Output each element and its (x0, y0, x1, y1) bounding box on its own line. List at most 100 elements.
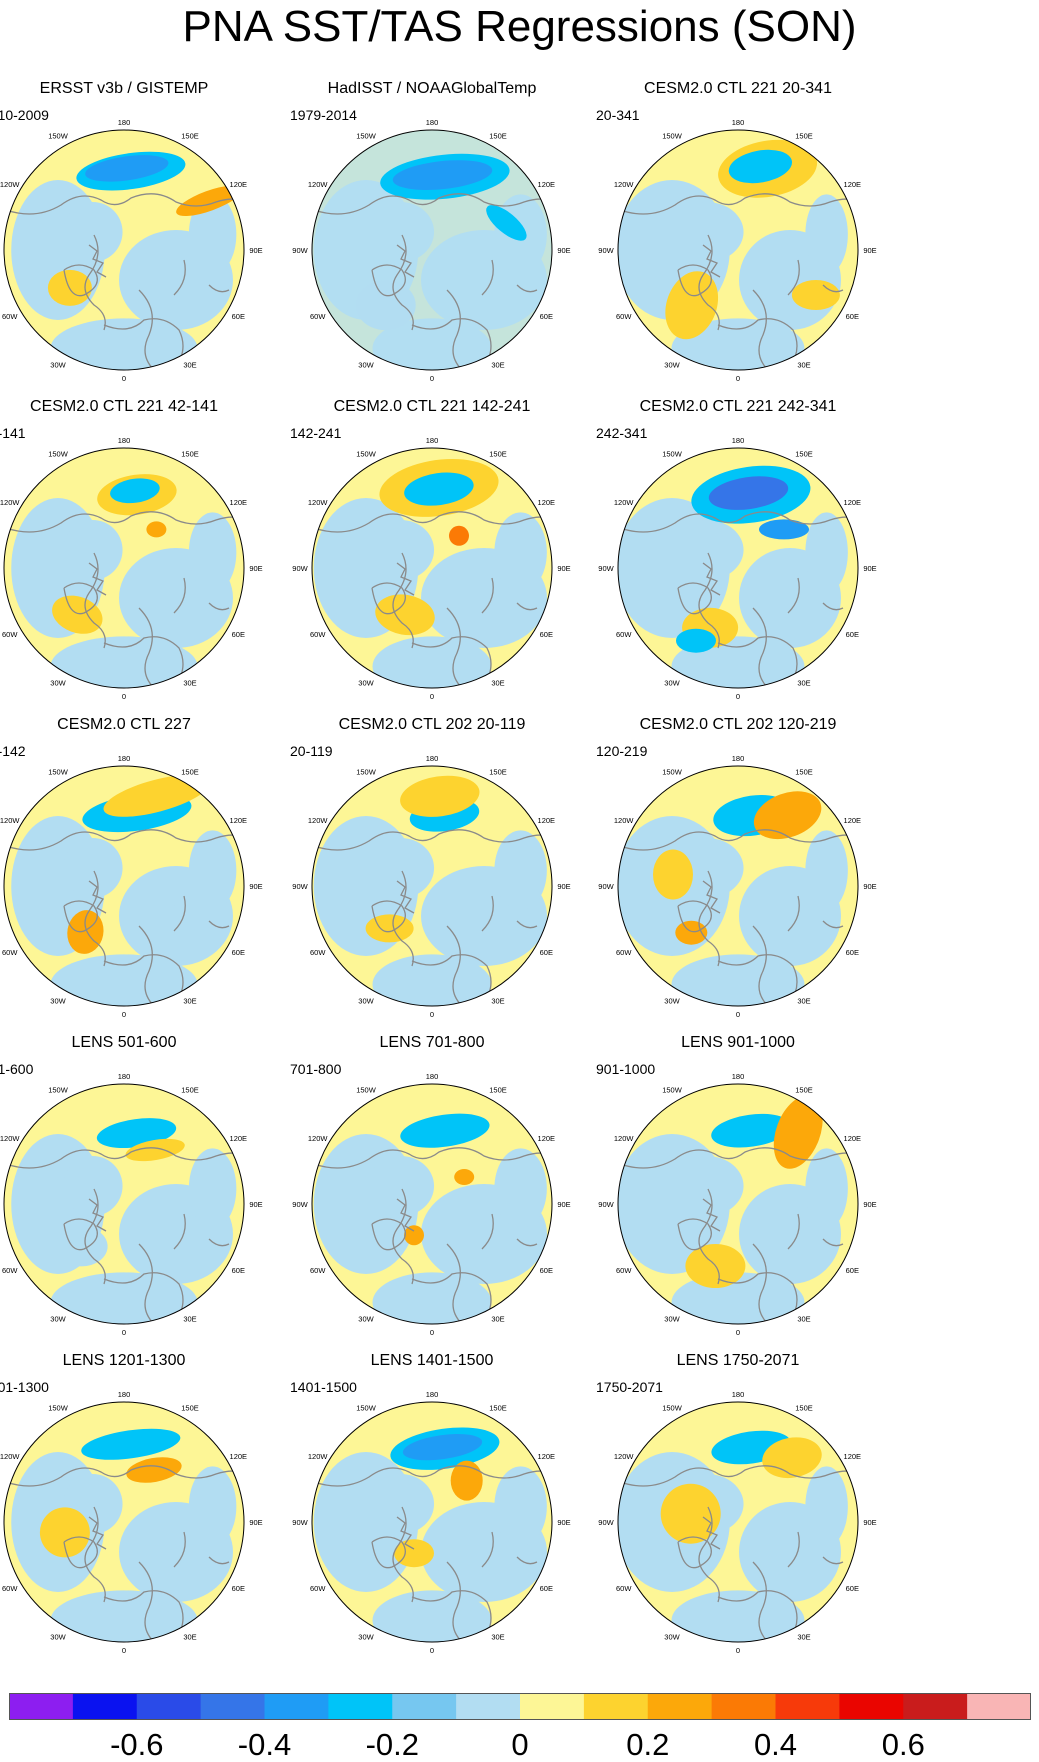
coastline (698, 1188, 720, 1285)
longitude-label: 0 (430, 374, 434, 383)
anomaly-region (670, 1156, 744, 1216)
longitude-label: 150E (489, 132, 507, 141)
map-panel: LENS 701-800 180 150E 120E 90E 60E 30E 0 30W 60W 9… (282, 1034, 582, 1344)
colorbar-swatch (583, 1693, 649, 1720)
polar-map: 180 150E 120E 90E 60E 30E 0 30W 60W 90W 120W 150W (0, 436, 263, 701)
longitude-label: 150W (662, 450, 683, 459)
map-panel: CESM2.0 CTL 221 142-241 180 150E 120E 90E 60E… (282, 398, 582, 708)
coastline (677, 264, 712, 297)
panel-period: 1910-2009 (0, 107, 49, 123)
panel-title: CESM2.0 CTL 221 20-341 (644, 80, 832, 97)
anomaly-region (671, 318, 805, 370)
panel-title: CESM2.0 CTL 202 120-219 (639, 716, 837, 733)
map-panel: LENS 1750-2071 180 150E 120E 90E 60E 30E 0 30W 60… (588, 1352, 888, 1662)
longitude-label: 60E (540, 1584, 553, 1593)
longitude-label: 30W (664, 360, 680, 369)
longitude-label: 90W (598, 246, 614, 255)
longitude-label: 180 (426, 118, 439, 127)
coastline (396, 1198, 415, 1232)
coastline (619, 1465, 858, 1511)
map-panel: CESM2.0 CTL 227 180 150E 120E 90E 60E 30E 0 30W 6… (0, 716, 274, 1026)
longitude-label: 180 (426, 436, 439, 445)
anomaly-region (63, 1156, 123, 1216)
coastline (5, 511, 244, 557)
longitude-label: 60W (310, 312, 326, 321)
longitude-label: 150W (356, 132, 377, 141)
longitude-label: 150W (662, 1404, 683, 1413)
coastline (371, 900, 406, 933)
polar-map: 180 150E 120E 90E 60E 30E 0 30W 60W 90W 120W 150W (292, 754, 570, 1019)
longitude-label: 0 (122, 692, 126, 701)
anomaly-region (675, 920, 708, 945)
polar-map: 180 150E 120E 90E 60E 30E 0 30W 60W 90W 120W 150W (598, 1390, 876, 1655)
coastline (88, 562, 107, 596)
longitude-label: 90W (292, 1200, 308, 1209)
longitude-label: 30E (183, 996, 196, 1005)
colorbar-tick-label: -0.6 (110, 1727, 164, 1762)
panel-period: 501-600 (0, 1061, 34, 1077)
coastline (822, 602, 844, 611)
coastlines (5, 829, 244, 1006)
panel-period: 1750-2071 (596, 1379, 663, 1395)
coastline (717, 318, 798, 370)
map-panel: CESM2.0 CTL 221 242-341 180 150E 120E 90E 60E… (588, 398, 888, 708)
coastline (396, 562, 415, 596)
longitude-label: 120E (230, 816, 248, 825)
longitude-label: 60E (540, 948, 553, 957)
anomaly-region (372, 954, 492, 1006)
panel-period: 1979-2014 (290, 107, 357, 123)
longitude-label: 30E (797, 360, 810, 369)
longitude-label: 120E (844, 816, 862, 825)
coastline (5, 193, 244, 239)
coastline (103, 1590, 184, 1642)
longitude-label: 90E (249, 1200, 262, 1209)
coastline (84, 1506, 106, 1603)
map-boundary (3, 1083, 245, 1325)
longitude-label: 120E (230, 1452, 248, 1461)
anomaly-region (402, 1433, 483, 1461)
longitude-label: 30W (358, 360, 374, 369)
map-panel: LENS 501-600 180 150E 120E 90E 60E 30E 0 30W 60W 9… (0, 1034, 274, 1344)
coastline (702, 1198, 721, 1232)
coastline (698, 1506, 720, 1603)
longitude-label: 60W (616, 312, 632, 321)
longitude-label: 120W (308, 498, 329, 507)
coastline (619, 193, 858, 239)
anomaly-region (708, 476, 789, 510)
coastline (392, 1188, 414, 1285)
coastline (677, 582, 712, 615)
anomaly-region (188, 1466, 237, 1547)
longitude-label: 30W (358, 1632, 374, 1641)
coastline (392, 1506, 414, 1603)
longitude-label: 90E (863, 882, 876, 891)
anomaly-region (367, 1156, 435, 1216)
longitude-label: 90E (249, 564, 262, 573)
longitude-label: 150W (662, 132, 683, 141)
map-boundary (617, 447, 859, 689)
longitude-label: 120E (844, 1134, 862, 1143)
coastline (84, 1188, 106, 1285)
coastline (138, 925, 155, 1006)
map-boundary (617, 129, 859, 371)
coastline (392, 870, 414, 967)
coastline (619, 1147, 858, 1193)
map-panel: CESM2.0 CTL 202 120-219 180 150E 120E 90E 60E… (588, 716, 888, 1026)
longitude-label: 180 (426, 1072, 439, 1081)
polar-map: 180 150E 120E 90E 60E 30E 0 30W 60W 90W 120W 150W (0, 1072, 263, 1337)
longitude-label: 90W (0, 246, 1, 255)
longitude-label: 0 (736, 1010, 740, 1019)
coastline (619, 511, 858, 557)
anomaly-region (367, 1474, 435, 1534)
anomaly-region (50, 954, 198, 1006)
longitude-label: 90W (292, 246, 308, 255)
longitude-label: 60W (616, 1584, 632, 1593)
longitude-label: 30E (797, 1632, 810, 1641)
anomaly-region (400, 775, 480, 817)
colorbar-tick-label: -0.2 (365, 1727, 419, 1762)
anomaly-region (728, 149, 793, 184)
coastlines (619, 511, 858, 688)
coastline (173, 577, 186, 614)
longitude-label: 30W (50, 678, 66, 687)
polar-map: 180 150E 120E 90E 60E 30E 0 30W 60W 90W 120W 150W (598, 1072, 876, 1337)
anomaly-region (67, 910, 104, 954)
